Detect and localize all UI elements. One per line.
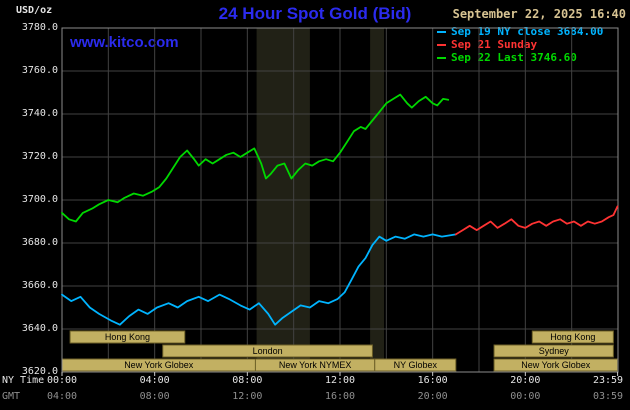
y-axis-tick-label: 3740.0 <box>21 108 58 119</box>
session-label: Hong Kong <box>550 332 595 342</box>
x-axis-tick-label: 00:00 <box>46 375 78 386</box>
session-label: Sydney <box>539 346 570 356</box>
datetime-label: September 22, 2025 16:40 <box>452 7 626 21</box>
x-axis-tick-label: 23:59 <box>592 375 624 386</box>
x-axis-tick-label: 08:00 <box>232 375 263 386</box>
y-axis-tick-label: 3720.0 <box>21 151 58 162</box>
y-axis-tick-label: 3760.0 <box>21 65 58 76</box>
legend-marker <box>437 56 446 59</box>
y-axis-tick-label: 3780.0 <box>21 22 58 33</box>
legend-marker <box>437 43 446 46</box>
legend-item: Sep 21 Sunday <box>437 38 603 51</box>
y-axis-tick-label: 3660.0 <box>21 280 58 291</box>
session-label: London <box>253 346 283 356</box>
x-axis-tick-label: 20:00 <box>510 375 541 386</box>
x-axis-tick-label: 12:00 <box>232 391 263 402</box>
session-label: New York Globex <box>124 360 194 370</box>
x-axis-tick-label: 12:00 <box>324 375 356 386</box>
series-line-sep19 <box>61 233 457 326</box>
series-line-sep21 <box>454 205 619 236</box>
x-axis-tick-label: 04:00 <box>46 391 78 402</box>
session-bar <box>69 330 186 344</box>
session-bar <box>162 344 373 358</box>
x-axis-tick-label: 03:59 <box>592 391 624 402</box>
x-axis-tick-label: 16:00 <box>324 391 356 402</box>
y-axis-tick-label: 3700.0 <box>21 194 58 205</box>
series-line-sep22 <box>61 93 450 223</box>
x-axis-tick-label: 20:00 <box>417 391 448 402</box>
legend-marker <box>437 30 446 33</box>
x-axis-row-label: GMT <box>2 391 21 402</box>
x-axis-tick-label: 04:00 <box>139 375 170 386</box>
session-label: New York NYMEX <box>279 360 352 370</box>
x-axis-row-label: NY Time <box>2 375 45 386</box>
session-label: Hong Kong <box>105 332 150 342</box>
x-axis-tick-label: 16:00 <box>417 375 448 386</box>
kitco-website-link[interactable]: www.kitco.com <box>70 34 179 51</box>
y-axis-tick-label: 3620.0 <box>21 366 58 377</box>
legend-label: Sep 21 Sunday <box>451 38 538 51</box>
x-axis-tick-label: 08:00 <box>139 391 170 402</box>
session-bar <box>531 330 614 344</box>
session-label: NY Globex <box>394 360 438 370</box>
y-axis-tick-label: 3640.0 <box>21 323 58 334</box>
y-axis-tick-label: 3680.0 <box>21 237 58 248</box>
session-label: New York Globex <box>521 360 591 370</box>
session-bar <box>493 344 614 358</box>
legend-item: Sep 22 Last 3746.60 <box>437 51 603 64</box>
chart-title: 24 Hour Spot Gold (Bid) <box>218 4 412 23</box>
x-axis-tick-label: 00:00 <box>510 391 541 402</box>
legend-label: Sep 22 Last 3746.60 <box>451 51 577 64</box>
session-bar <box>374 358 457 372</box>
y-axis-units-label: USD/oz <box>16 5 53 16</box>
